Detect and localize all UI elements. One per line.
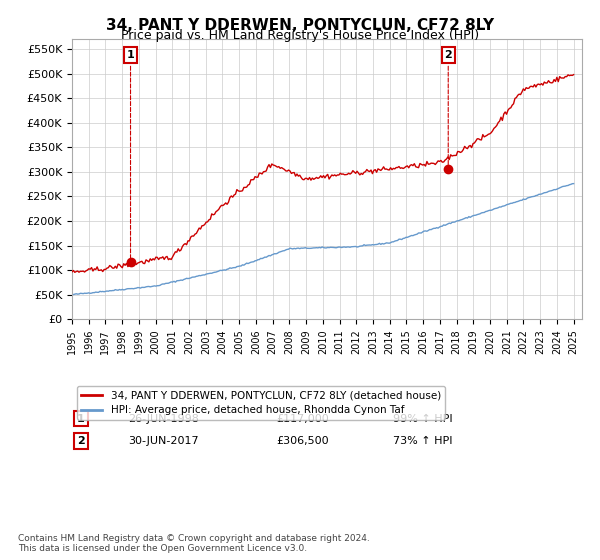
- Text: 26-JUN-1998: 26-JUN-1998: [128, 414, 199, 423]
- Text: 2: 2: [77, 436, 85, 446]
- Text: 1: 1: [127, 50, 134, 259]
- Text: 30-JUN-2017: 30-JUN-2017: [128, 436, 199, 446]
- Text: Price paid vs. HM Land Registry's House Price Index (HPI): Price paid vs. HM Land Registry's House …: [121, 29, 479, 42]
- Text: 34, PANT Y DDERWEN, PONTYCLUN, CF72 8LY: 34, PANT Y DDERWEN, PONTYCLUN, CF72 8LY: [106, 18, 494, 33]
- Text: £117,000: £117,000: [276, 414, 329, 423]
- Text: £306,500: £306,500: [276, 436, 329, 446]
- Text: 1: 1: [77, 414, 85, 423]
- Text: 73% ↑ HPI: 73% ↑ HPI: [394, 436, 453, 446]
- Text: 99% ↑ HPI: 99% ↑ HPI: [394, 414, 453, 423]
- Text: 2: 2: [445, 50, 452, 166]
- Legend: 34, PANT Y DDERWEN, PONTYCLUN, CF72 8LY (detached house), HPI: Average price, de: 34, PANT Y DDERWEN, PONTYCLUN, CF72 8LY …: [77, 386, 445, 419]
- Text: Contains HM Land Registry data © Crown copyright and database right 2024.
This d: Contains HM Land Registry data © Crown c…: [18, 534, 370, 553]
